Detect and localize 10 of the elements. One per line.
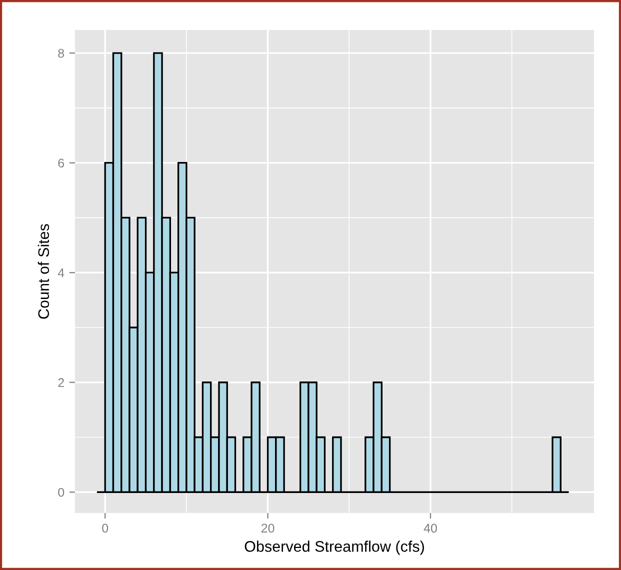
y-axis-title: Count of Sites (38, 224, 50, 319)
y-tick-label: 2 (58, 378, 64, 387)
x-tick-label: 0 (102, 524, 108, 533)
x-tick-label: 40 (424, 524, 437, 533)
y-tick-label: 4 (58, 268, 64, 278)
x-axis-title: Observed Streamflow (cfs) (244, 540, 424, 555)
x-tick-label: 20 (261, 524, 274, 533)
y-tick-label: 6 (58, 158, 64, 168)
y-tick-label: 0 (58, 488, 64, 497)
y-tick-label: 8 (58, 48, 64, 58)
